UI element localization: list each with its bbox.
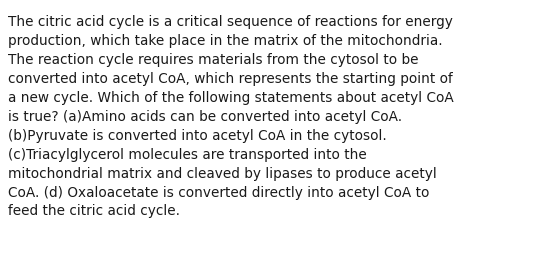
Text: The citric acid cycle is a critical sequence of reactions for energy
production,: The citric acid cycle is a critical sequ… <box>8 15 454 218</box>
